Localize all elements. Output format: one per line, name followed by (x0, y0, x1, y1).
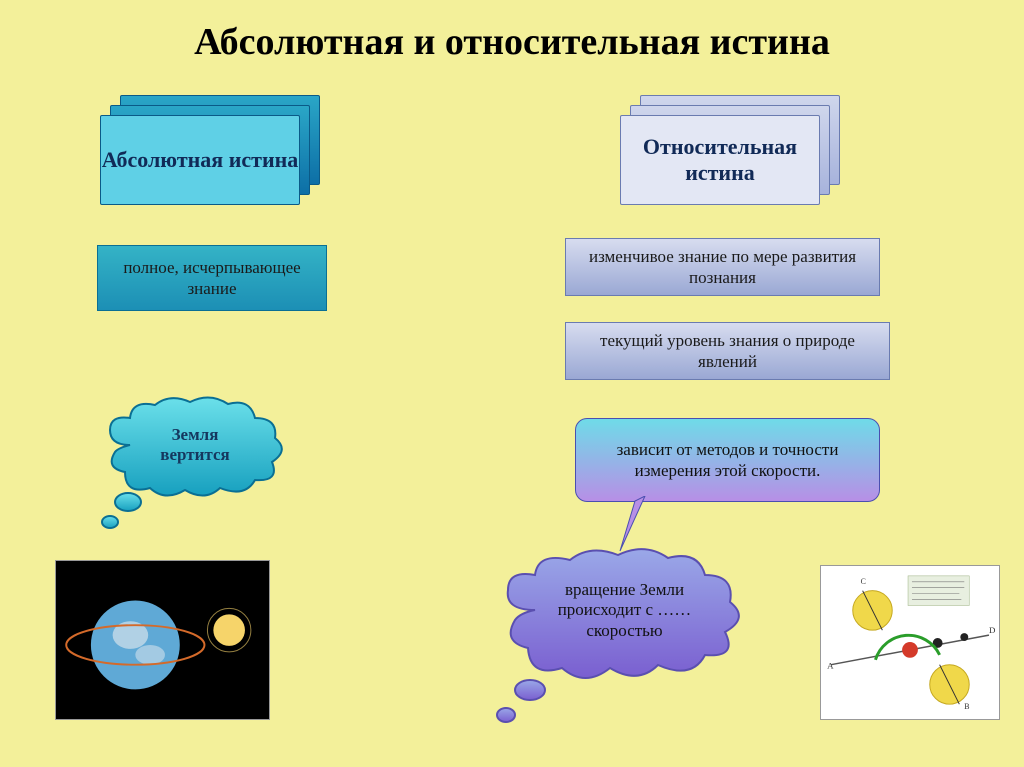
speed-depends-callout: зависит от методов и точности измерения … (575, 418, 880, 502)
relative-definition-box-1: изменчивое знание по мере развития позна… (565, 238, 880, 296)
absolute-truth-stack: Абсолютная истина (100, 95, 320, 205)
earth-spins-label: Земля вертится (140, 425, 250, 466)
relative-definition-text-2: текущий уровень знания о природе явлений (574, 330, 881, 373)
rotation-speed-label: вращение Земли происходит с ……скоростью (542, 580, 707, 641)
rotation-speed-thought: вращение Земли происходит с ……скоростью (480, 540, 760, 730)
slide-title: Абсолютная и относительная истина (0, 20, 1024, 64)
relative-truth-stack: Относительная истина (620, 95, 840, 205)
slide: Абсолютная и относительная истина Абсолю… (0, 0, 1024, 767)
earth-spins-thought: Земля вертится (90, 390, 300, 540)
svg-text:A: A (827, 661, 834, 671)
earth-rotation-image (55, 560, 270, 720)
svg-text:B: B (964, 702, 969, 711)
absolute-truth-label: Абсолютная истина (100, 115, 300, 205)
speed-depends-text: зависит от методов и точности измерения … (588, 439, 867, 482)
absolute-definition-text: полное, исчерпывающее знание (106, 257, 318, 300)
earth-axis-diagram-image: A D C B (820, 565, 1000, 720)
svg-text:D: D (989, 625, 996, 635)
svg-text:C: C (861, 577, 866, 586)
relative-truth-label: Относительная истина (620, 115, 820, 205)
relative-definition-box-2: текущий уровень знания о природе явлений (565, 322, 890, 380)
relative-definition-text-1: изменчивое знание по мере развития позна… (574, 246, 871, 289)
absolute-definition-box: полное, исчерпывающее знание (97, 245, 327, 311)
